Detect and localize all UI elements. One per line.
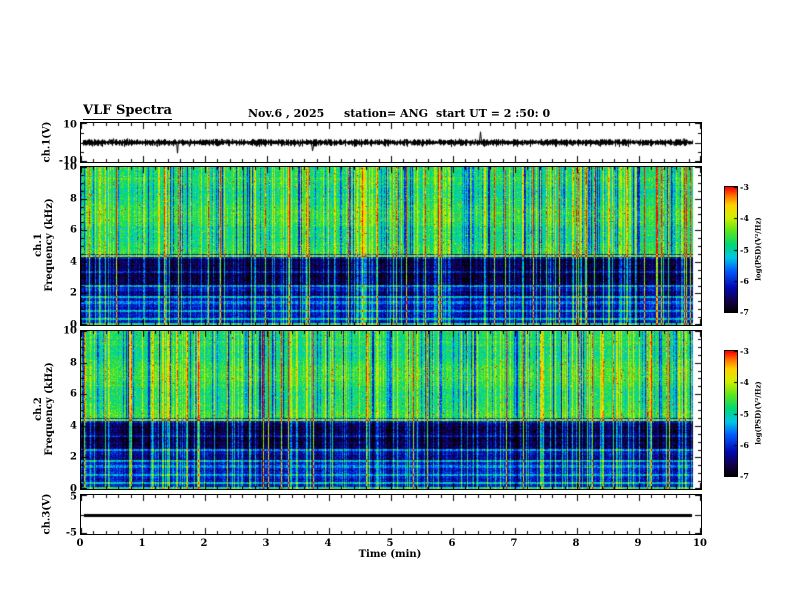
colorbar-tick-label: -4: [740, 377, 749, 388]
x-axis-label: Time (min): [358, 549, 422, 560]
colorbar-tick-label: -3: [740, 182, 749, 192]
header-start-ut: start UT = 2 :50: 0: [436, 107, 551, 120]
y-tick-label: 10: [63, 119, 77, 131]
ch1-waveform-panel: [80, 122, 702, 163]
ch2-spec-label-line2: Frequency (kHz): [44, 362, 55, 456]
x-tick-label: 4: [324, 538, 332, 549]
y-tick-label: 8: [70, 357, 77, 369]
y-tick-label: 10: [63, 161, 77, 173]
x-tick-label: 6: [448, 538, 456, 549]
y-tick-label: 8: [70, 193, 77, 205]
ch1-voltage-axis-label: ch.1(V): [41, 121, 53, 163]
ch2-spec-label-line1: ch.2: [33, 397, 44, 421]
x-tick-label: 3: [262, 538, 270, 549]
y-tick-label: 4: [70, 256, 77, 268]
header-station: station= ANG: [344, 107, 429, 120]
ch2-frequency-axis-label: ch.2 Frequency (kHz): [33, 362, 55, 455]
colorbar-tick-label: -3: [740, 346, 749, 356]
ch1-spectrogram: [80, 166, 702, 326]
y-tick-label: -5: [65, 527, 77, 539]
y-tick-label: 2: [70, 287, 77, 299]
colorbar-2-label: log(PSD)(V²/Hz): [753, 381, 763, 445]
figure-title: VLF Spectra: [83, 103, 172, 120]
colorbar-tick-label: -5: [740, 244, 749, 255]
x-tick-label: 7: [510, 538, 518, 549]
colorbar-tick-label: -5: [740, 408, 749, 419]
x-tick-label: 9: [634, 538, 642, 549]
ch2-spectrogram: [80, 330, 702, 490]
y-tick-label: 4: [70, 420, 77, 432]
y-tick-label: 5: [70, 491, 77, 503]
colorbar-1-label: log(PSD)(V²/Hz): [753, 217, 763, 281]
colorbar-tick-label: -7: [740, 471, 749, 481]
colorbar-1: [724, 186, 738, 313]
colorbar-tick-label: -6: [740, 275, 749, 286]
y-tick-label: 6: [70, 224, 77, 236]
y-tick-label: -10: [58, 155, 77, 167]
x-tick-label: 1: [138, 538, 146, 549]
x-tick-label: 0: [76, 538, 84, 549]
x-tick-label: 2: [200, 538, 208, 549]
colorbar-tick-label: -6: [740, 439, 749, 450]
x-tick-label: 10: [693, 538, 707, 549]
y-tick-label: 0: [70, 319, 77, 331]
header-date: Nov.6 , 2025: [248, 107, 325, 120]
ch1-spec-label-line1: ch.1: [33, 233, 44, 257]
ch1-frequency-axis-label: ch.1 Frequency (kHz): [33, 198, 55, 291]
ch3-waveform-panel: [80, 494, 702, 535]
colorbar-tick-label: -4: [740, 213, 749, 224]
y-tick-label: 0: [70, 483, 77, 495]
x-tick-label: 5: [386, 538, 394, 549]
y-tick-label: 2: [70, 451, 77, 463]
colorbar-2: [724, 350, 738, 477]
y-tick-label: 10: [63, 325, 77, 337]
y-tick-label: 6: [70, 388, 77, 400]
colorbar-tick-label: -7: [740, 307, 749, 317]
ch3-voltage-axis-label: ch.3(V): [41, 493, 53, 535]
x-tick-label: 8: [572, 538, 580, 549]
ch1-spec-label-line2: Frequency (kHz): [44, 198, 55, 292]
